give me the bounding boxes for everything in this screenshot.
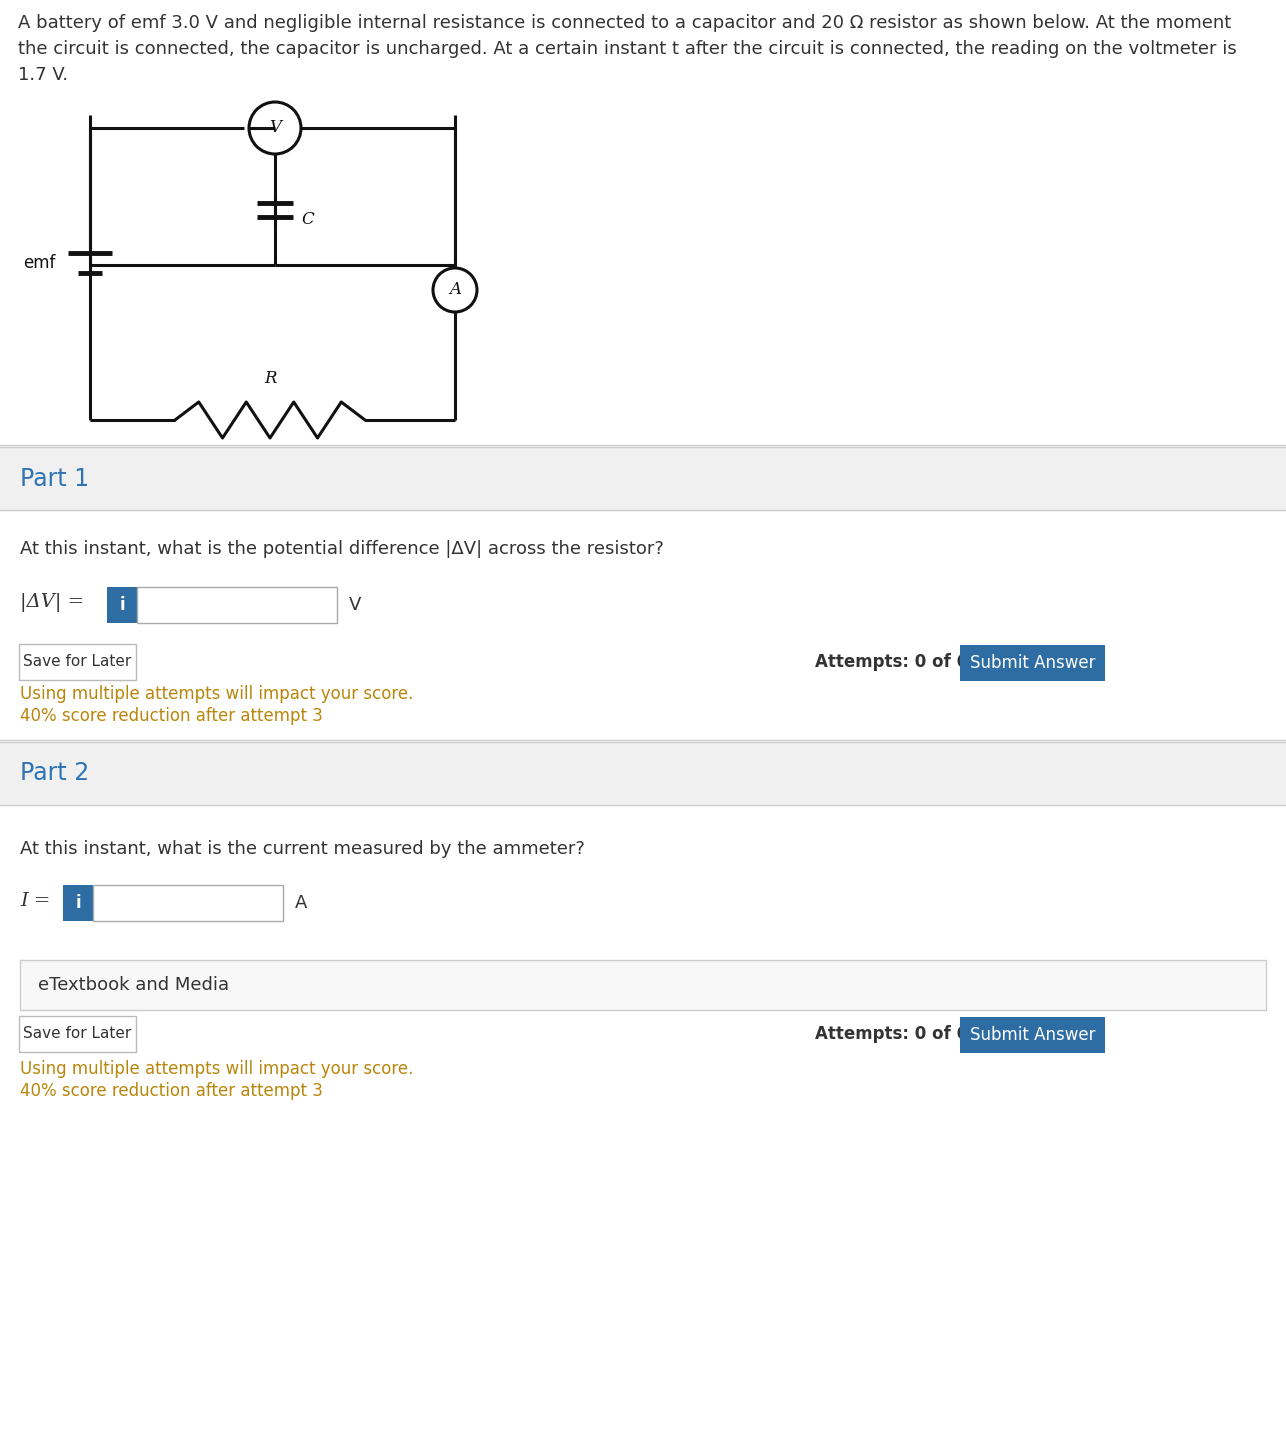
Text: Attempts: 0 of 6 used: Attempts: 0 of 6 used [815,653,1019,672]
Text: Save for Later: Save for Later [23,1027,131,1041]
FancyBboxPatch shape [19,644,136,680]
Text: |ΔV| =: |ΔV| = [21,594,84,613]
Text: At this instant, what is the current measured by the ammeter?: At this instant, what is the current mea… [21,840,585,858]
FancyBboxPatch shape [961,646,1105,682]
Text: 1.7 V.: 1.7 V. [18,66,68,83]
Text: 40% score reduction after attempt 3: 40% score reduction after attempt 3 [21,1081,323,1100]
Text: C: C [301,211,314,229]
Text: V: V [349,595,361,614]
Text: Save for Later: Save for Later [23,654,131,670]
Text: I =: I = [21,892,50,910]
Text: Attempts: 0 of 6 used: Attempts: 0 of 6 used [815,1025,1019,1043]
FancyBboxPatch shape [107,587,138,623]
Text: i: i [75,894,81,912]
Text: R: R [264,370,276,387]
FancyBboxPatch shape [0,447,1286,510]
Text: eTextbook and Media: eTextbook and Media [39,976,229,994]
Text: Submit Answer: Submit Answer [970,654,1096,672]
Text: At this instant, what is the potential difference |ΔV| across the resistor?: At this instant, what is the potential d… [21,541,664,558]
Text: Using multiple attempts will impact your score.: Using multiple attempts will impact your… [21,1060,413,1078]
Text: A: A [294,894,307,912]
Text: the circuit is connected, the capacitor is uncharged. At a certain instant t aft: the circuit is connected, the capacitor … [18,40,1237,58]
FancyBboxPatch shape [961,1017,1105,1053]
Text: Part 1: Part 1 [21,466,89,490]
FancyBboxPatch shape [138,587,337,623]
FancyBboxPatch shape [21,961,1265,1009]
FancyBboxPatch shape [19,1017,136,1053]
Text: Part 2: Part 2 [21,762,89,785]
Text: V: V [269,119,282,137]
Text: Submit Answer: Submit Answer [970,1025,1096,1044]
Text: i: i [120,595,125,614]
FancyBboxPatch shape [63,884,93,920]
Text: Using multiple attempts will impact your score.: Using multiple attempts will impact your… [21,684,413,703]
FancyBboxPatch shape [0,742,1286,805]
Text: A: A [449,282,460,299]
Text: A battery of emf 3.0 V and negligible internal resistance is connected to a capa: A battery of emf 3.0 V and negligible in… [18,14,1231,32]
Text: 40% score reduction after attempt 3: 40% score reduction after attempt 3 [21,707,323,725]
Text: emf: emf [23,255,55,272]
FancyBboxPatch shape [93,884,283,920]
